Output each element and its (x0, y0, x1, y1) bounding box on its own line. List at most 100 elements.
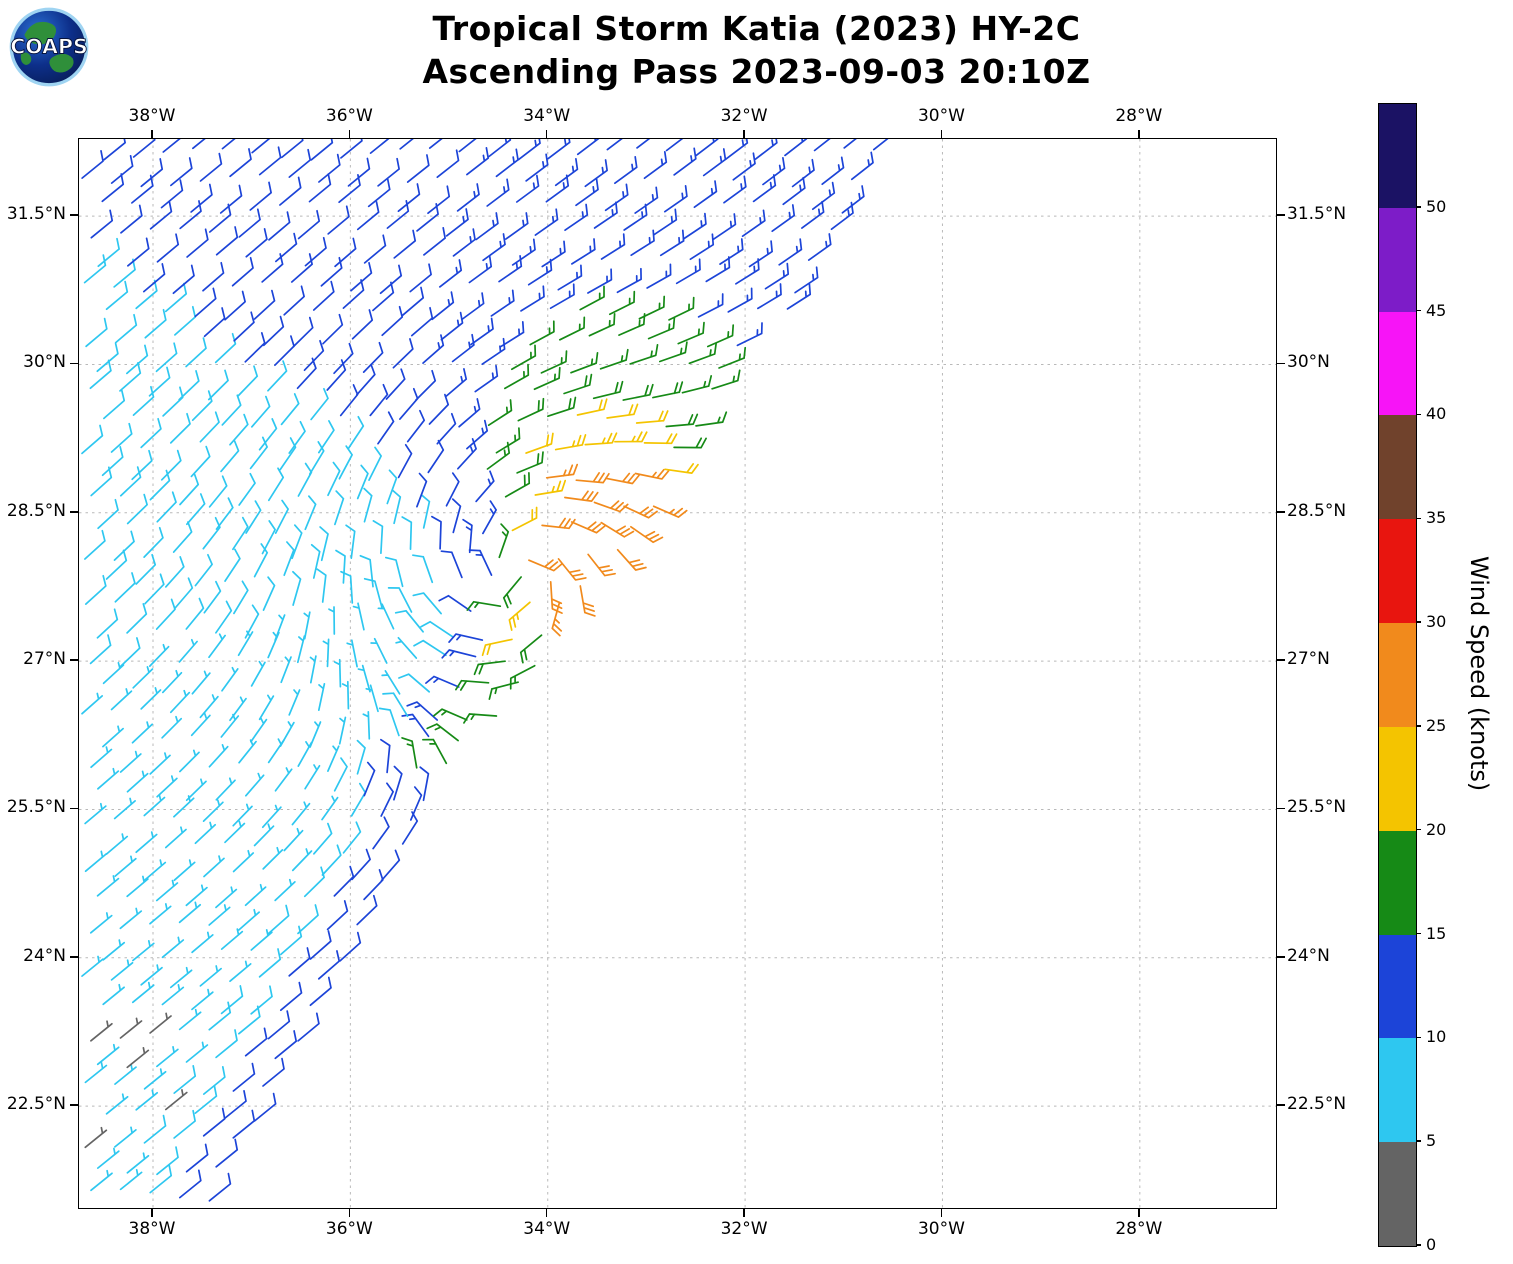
wind-barb (229, 960, 252, 983)
title-line-2: Ascending Pass 2023-09-03 20:10Z (422, 51, 1091, 91)
wind-barb (702, 148, 727, 177)
wind-barb (321, 844, 342, 876)
wind-barb (267, 467, 285, 502)
wind-barb (347, 415, 365, 450)
wind-barb (719, 238, 744, 265)
wind-barb (695, 139, 719, 157)
wind-barb (445, 472, 460, 507)
wind-barb (784, 139, 808, 157)
wind-barb (135, 279, 158, 310)
wind-barb (203, 307, 226, 338)
wind-barb (288, 420, 306, 454)
wind-barb (850, 151, 874, 181)
wind-barb (579, 585, 596, 617)
wind-barb (752, 174, 777, 203)
wind-barb (333, 865, 355, 897)
wind-barb (245, 228, 268, 258)
wind-barb (156, 1146, 179, 1176)
wind-barb (191, 931, 214, 954)
x-tick-mark-bottom (151, 1208, 153, 1217)
wind-barb (391, 489, 402, 525)
wind-barb (652, 208, 678, 236)
wind-barb (377, 603, 395, 630)
wind-barb (90, 1020, 113, 1042)
wind-barb (401, 811, 419, 845)
wind-barb (178, 1008, 202, 1031)
wind-barb (173, 1109, 196, 1139)
wind-barb (169, 966, 193, 989)
wind-barb (161, 669, 183, 694)
wind-barb (202, 516, 221, 550)
wind-barb (190, 183, 213, 213)
wind-barb (498, 255, 523, 283)
wind-barb (280, 139, 304, 159)
wind-barb (380, 849, 401, 882)
wind-barb (599, 348, 629, 370)
wind-barb (481, 638, 513, 657)
wind-barb (605, 472, 640, 485)
coaps-globe-icon: COAPS (9, 7, 89, 87)
wind-barb (274, 499, 289, 534)
wind-barb (401, 713, 430, 738)
wind-barb (791, 158, 815, 188)
colorbar-segment (1379, 1142, 1416, 1246)
wind-barb (320, 256, 343, 287)
wind-barb (432, 708, 468, 721)
lon-tick-label-top: 38°W (128, 106, 176, 126)
lat-tick-label-right: 31.5°N (1287, 204, 1347, 225)
wind-barb (155, 598, 176, 630)
wind-barb (208, 1001, 232, 1031)
colorbar-tick-mark (1416, 517, 1422, 520)
wind-barb (83, 254, 107, 284)
wind-barb (84, 1126, 108, 1149)
wind-barb (238, 208, 261, 238)
wind-barb (606, 139, 623, 151)
wind-barb (571, 238, 596, 265)
wind-barb (207, 369, 229, 401)
wind-barb (356, 363, 376, 396)
wind-barb (144, 573, 165, 605)
wind-barb (786, 283, 812, 310)
colorbar-tick-mark (1416, 1244, 1422, 1246)
wind-barb (190, 712, 211, 737)
wind-barb (288, 148, 312, 178)
wind-barb (114, 855, 137, 877)
wind-barb (185, 1041, 209, 1063)
wind-barb (313, 822, 333, 855)
colorbar-segment (1379, 934, 1416, 1039)
wind-barb (126, 770, 149, 793)
wind-barb (335, 549, 346, 584)
y-tick-mark-left (70, 956, 78, 958)
wind-barb (665, 413, 699, 428)
wind-barb (275, 232, 298, 263)
wind-barb (363, 487, 373, 523)
wind-barb (202, 1107, 226, 1137)
wind-barb (525, 153, 549, 182)
wind-barb (156, 775, 178, 798)
x-tick-mark-top (1138, 130, 1140, 138)
wind-barb (131, 174, 154, 204)
wind-barb (395, 636, 418, 659)
wind-barb (308, 173, 332, 203)
lon-tick-label-top: 34°W (523, 106, 571, 126)
wind-barb (274, 767, 293, 792)
wind-barb (382, 692, 409, 718)
wind-barb (178, 638, 198, 663)
wind-barb (458, 398, 481, 428)
wind-barb (541, 240, 566, 268)
wind-barb (215, 226, 239, 256)
wind-barb (357, 664, 371, 693)
lat-tick-label-left: 27°N (23, 649, 66, 670)
wind-barb (172, 521, 193, 553)
wind-barb (474, 364, 499, 393)
x-tick-mark-bottom (348, 1208, 351, 1217)
wind-barb (81, 955, 104, 977)
wind-barb (499, 321, 525, 348)
wind-barb (231, 256, 254, 287)
lat-tick-label-left: 24°N (23, 945, 66, 966)
colorbar-segment (1379, 519, 1416, 624)
wind-barb (638, 295, 666, 320)
wind-barb (600, 233, 626, 260)
wind-barb (170, 157, 193, 187)
colorbar-tick-mark (1416, 621, 1422, 623)
